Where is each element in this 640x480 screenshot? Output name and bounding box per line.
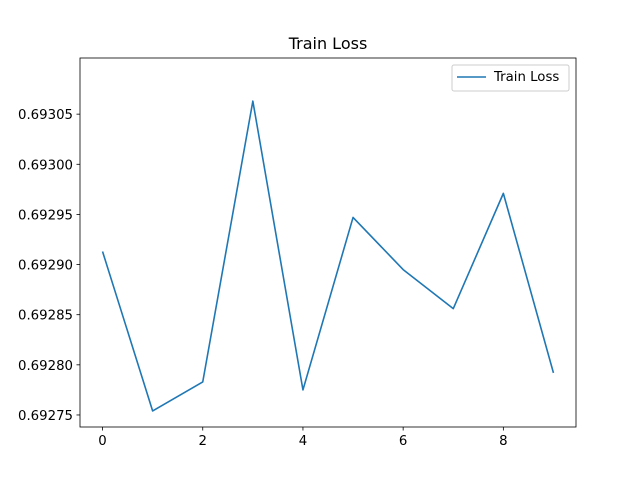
series-layer: [101, 100, 555, 412]
legend-box: [451, 64, 570, 92]
x-tick-label: 2: [199, 434, 207, 449]
x-tick-label: 4: [299, 434, 307, 449]
y-tick-label: 0.69275: [18, 409, 73, 424]
axes-frame: [79, 57, 577, 428]
legend: Train Loss: [451, 64, 570, 92]
x-tick-label: 0: [98, 434, 106, 449]
y-tick-label: 0.69285: [18, 309, 73, 324]
series-line-train-loss: [101, 100, 555, 412]
y-tick-label: 0.69305: [18, 108, 73, 123]
x-tick-label: 8: [499, 434, 507, 449]
chart-title: Train Loss: [288, 34, 368, 53]
x-tick-label: 6: [399, 434, 407, 449]
y-tick-label: 0.69295: [18, 208, 73, 223]
y-tick-label: 0.69290: [18, 259, 73, 274]
y-tick-label: 0.69280: [18, 359, 73, 374]
x-axis-ticks: 0 2 4 6 8: [98, 427, 508, 449]
y-tick-label: 0.69300: [18, 158, 73, 173]
y-axis-ticks: 0.69275 0.69280 0.69285 0.69290 0.69295 0.693…: [18, 108, 80, 424]
plot-area: [79, 57, 577, 428]
legend-label-train-loss: Train Loss: [493, 70, 559, 85]
